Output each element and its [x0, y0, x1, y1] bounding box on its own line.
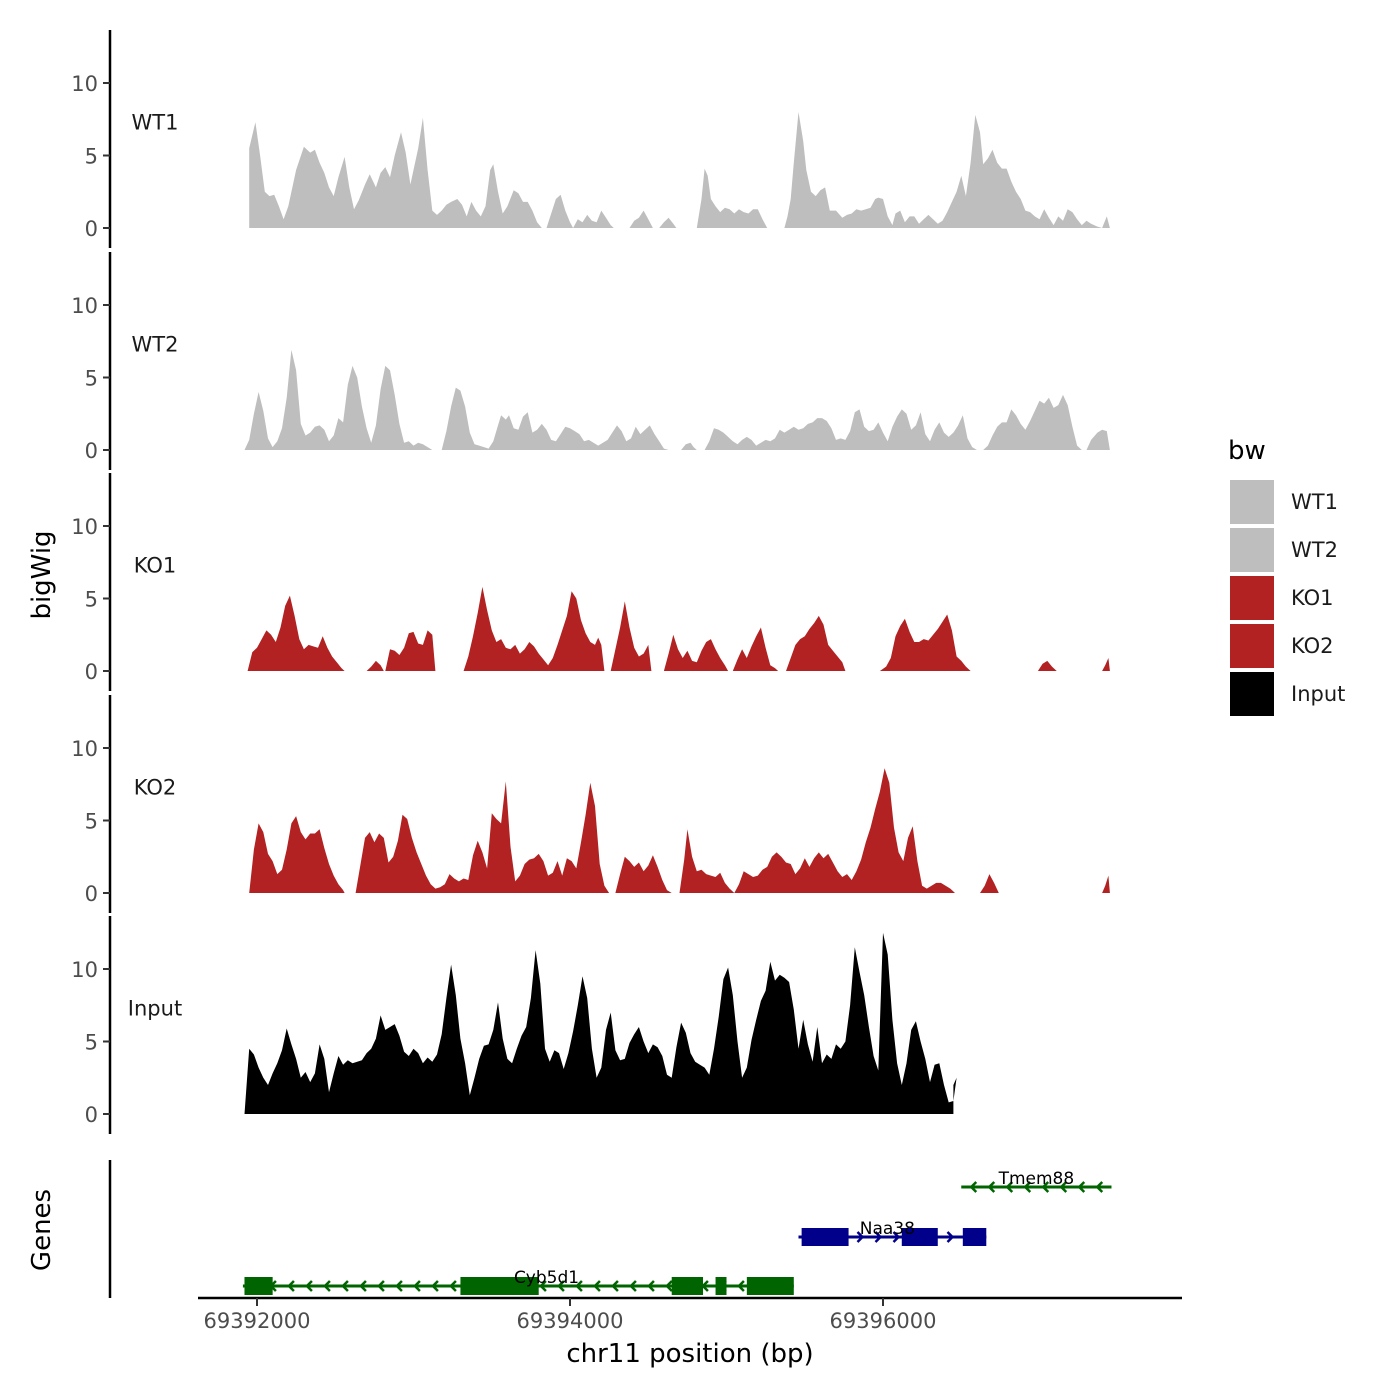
strand-arrow [946, 1231, 955, 1243]
strand-arrow [449, 1280, 457, 1292]
gene-tmem88: Tmem88 [961, 1169, 1112, 1193]
strand-arrow [737, 1280, 745, 1292]
legend-key-input [1230, 672, 1274, 716]
strand-arrow [1005, 1181, 1014, 1193]
x-tick-label: 69394000 [517, 1309, 624, 1333]
legend-label-input: Input [1291, 682, 1345, 706]
x-tick-label: 69392000 [204, 1309, 311, 1333]
gene-exon [671, 1277, 704, 1295]
x-axis: 69392000 69394000 69396000 [198, 1296, 1182, 1333]
gene-exon [460, 1277, 539, 1295]
strand-arrow [287, 1280, 295, 1292]
legend-label-wt1: WT1 [1291, 490, 1338, 514]
strand-arrow [575, 1280, 583, 1292]
strand-arrow [323, 1280, 331, 1292]
gene-exon [746, 1277, 794, 1295]
strand-arrow [1041, 1181, 1050, 1193]
y-tick-label: 5 [85, 1031, 98, 1055]
strand-arrow [611, 1280, 619, 1292]
strand-arrow [377, 1280, 385, 1292]
strand-arrow [856, 1231, 865, 1243]
coverage-area-input [244, 932, 957, 1114]
y-tick-label: 0 [85, 882, 98, 906]
gene-exon [962, 1228, 987, 1246]
y-tick-label: 10 [71, 958, 98, 982]
track-label-ko1: KO1 [134, 553, 177, 577]
track-label-wt2: WT2 [132, 332, 179, 356]
strand-arrow [987, 1181, 996, 1193]
y-tick-label: 5 [85, 145, 98, 169]
y-tick-label: 0 [85, 439, 98, 463]
strand-arrow [629, 1280, 637, 1292]
legend-label-ko1: KO1 [1291, 586, 1334, 610]
strand-arrow [1077, 1181, 1086, 1193]
legend-title: bw [1228, 436, 1266, 466]
strand-arrow [665, 1280, 673, 1292]
gene-naa38: Naa38 [798, 1219, 987, 1246]
strand-arrow [1095, 1181, 1104, 1193]
y-tick-label: 0 [85, 1103, 98, 1127]
coverage-area-ko2 [249, 768, 1110, 893]
strand-arrow [395, 1280, 403, 1292]
strand-arrow [305, 1280, 313, 1292]
y-tick-label: 10 [71, 294, 98, 318]
coverage-area-wt2 [244, 349, 1110, 450]
y-tick-label: 0 [85, 660, 98, 684]
strand-arrow [593, 1280, 601, 1292]
legend: bw WT1 WT2 KO1 KO2 Input [1228, 436, 1345, 716]
y-tick-label: 10 [71, 72, 98, 96]
strand-arrow [539, 1280, 547, 1292]
gene-label-naa38: Naa38 [860, 1219, 915, 1239]
gene-label-tmem88: Tmem88 [998, 1169, 1075, 1189]
track-panels: 0 5 10 WT1 0 5 10 WT2 0 5 10 KO1 0 5 10 KO2 0 5 10 Input [71, 30, 1110, 1134]
strand-arrow [969, 1181, 978, 1193]
gene-exon [715, 1277, 727, 1295]
y-tick-label: 0 [85, 217, 98, 241]
x-tick-label: 69396000 [830, 1309, 937, 1333]
y-tick-label: 5 [85, 367, 98, 391]
strand-arrow [892, 1231, 901, 1243]
strand-arrow [431, 1280, 439, 1292]
strand-arrow [1023, 1181, 1032, 1193]
y-axis-title: bigWig [27, 530, 57, 619]
gene-exon [244, 1277, 273, 1295]
genes-panel: Tmem88 Naa38 Cyb5d1 [108, 1160, 1112, 1298]
track-panel-input: 0 5 10 Input [71, 916, 957, 1134]
y-tick-label: 10 [71, 737, 98, 761]
strand-arrow [341, 1280, 349, 1292]
strand-arrow [413, 1280, 421, 1292]
genes-axis-title: Genes [27, 1189, 57, 1271]
strand-arrow [1059, 1181, 1068, 1193]
legend-key-wt2 [1230, 528, 1274, 572]
track-panel-ko2: 0 5 10 KO2 [71, 695, 1110, 913]
legend-key-ko2 [1230, 624, 1274, 668]
gene-cyb5d1: Cyb5d1 [242, 1268, 794, 1295]
track-panel-ko1: 0 5 10 KO1 [71, 473, 1110, 691]
y-tick-label: 5 [85, 588, 98, 612]
legend-key-wt1 [1230, 480, 1274, 524]
track-label-wt1: WT1 [132, 110, 179, 134]
track-panel-wt1: 0 5 10 WT1 [71, 30, 1110, 248]
strand-arrow [557, 1280, 565, 1292]
gene-exon [801, 1228, 849, 1246]
coverage-area-wt1 [249, 112, 1110, 228]
track-panel-wt2: 0 5 10 WT2 [71, 252, 1110, 470]
strand-arrow [647, 1280, 655, 1292]
coverage-area-ko1 [247, 586, 1110, 671]
y-tick-label: 10 [71, 515, 98, 539]
gene-exon [901, 1228, 938, 1246]
x-axis-title: chr11 position (bp) [566, 1339, 813, 1369]
track-label-input: Input [128, 996, 182, 1020]
gene-label-cyb5d1: Cyb5d1 [514, 1268, 579, 1288]
strand-arrow [359, 1280, 367, 1292]
legend-label-ko2: KO2 [1291, 634, 1334, 658]
legend-key-ko1 [1230, 576, 1274, 620]
track-label-ko2: KO2 [134, 775, 177, 799]
y-tick-label: 5 [85, 810, 98, 834]
legend-label-wt2: WT2 [1291, 538, 1338, 562]
strand-arrow [874, 1231, 883, 1243]
